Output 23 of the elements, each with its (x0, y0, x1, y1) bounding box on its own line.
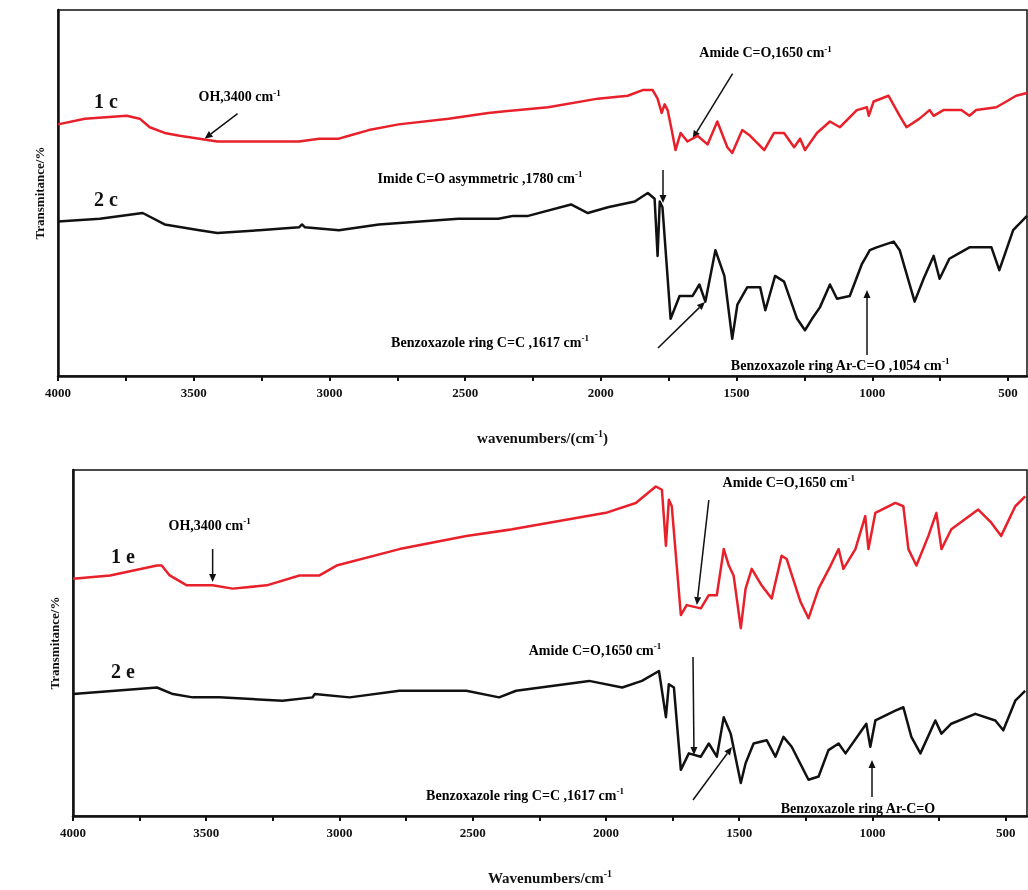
x-tick-label: 1500 (726, 825, 753, 840)
series-label: 2 e (111, 660, 136, 683)
x-tick-label: 1000 (859, 825, 886, 840)
x-tick-label: 2500 (452, 385, 479, 400)
y-axis-title: Transmitance/% (32, 146, 47, 240)
annotation: Benzoxazole ring Ar-C=O (780, 800, 936, 816)
series-label: 1 c (94, 90, 119, 113)
x-tick-label: 500 (995, 825, 1016, 840)
y-axis-title: Transmitance/% (47, 596, 62, 690)
x-tick-label: 4000 (45, 385, 71, 400)
series-label: 1 e (111, 544, 136, 567)
x-tick-label: 4000 (60, 825, 86, 840)
x-tick-label: 1500 (723, 385, 750, 400)
x-tick-label: 1000 (859, 385, 886, 400)
x-tick-label: 500 (998, 385, 1018, 400)
x-tick-label: 3000 (316, 385, 343, 400)
x-tick-label: 2000 (587, 385, 614, 400)
x-tick-label: 3500 (193, 825, 220, 840)
x-tick-label: 2500 (459, 825, 486, 840)
x-tick-label: 3000 (326, 825, 353, 840)
series-label: 2 c (94, 187, 119, 210)
x-tick-label: 2000 (592, 825, 619, 840)
x-tick-label: 3500 (180, 385, 207, 400)
